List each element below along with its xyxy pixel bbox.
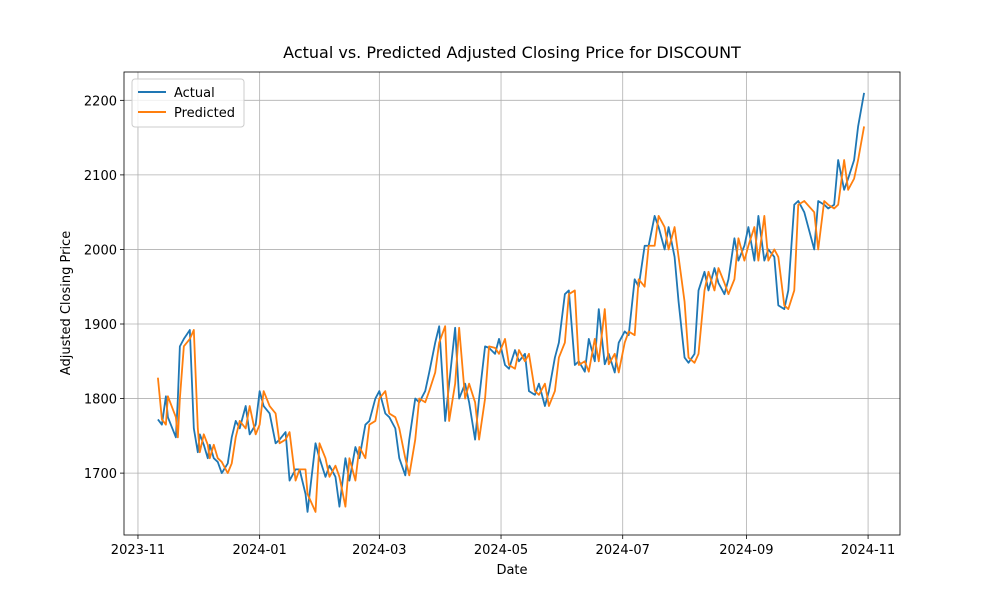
x-tick-label: 2024-03	[352, 543, 406, 558]
data-line	[157, 126, 865, 513]
plot-frame	[123, 71, 901, 536]
x-tick-label: 2024-11	[841, 543, 895, 558]
x-tick-label: 2024-07	[596, 543, 650, 558]
x-tick-label: 2024-05	[474, 543, 528, 558]
legend-label: Actual	[174, 86, 215, 101]
y-axis-label: Adjusted Closing Price	[59, 231, 74, 375]
y-tick-label: 1800	[84, 393, 117, 408]
x-axis-label: Date	[496, 563, 527, 578]
y-tick-label: 1700	[84, 467, 117, 482]
data-line	[157, 92, 865, 513]
legend-label: Predicted	[174, 106, 235, 121]
x-tick-label: 2023-11	[111, 543, 165, 558]
x-tick-label: 2024-09	[719, 543, 773, 558]
chart-title: Actual vs. Predicted Adjusted Closing Pr…	[283, 43, 741, 62]
x-tick-label: 2024-01	[232, 543, 286, 558]
y-tick-label: 2100	[84, 169, 117, 184]
y-tick-label: 2200	[84, 94, 117, 109]
y-tick-label: 2000	[84, 243, 117, 258]
y-tick-label: 1900	[84, 318, 117, 333]
